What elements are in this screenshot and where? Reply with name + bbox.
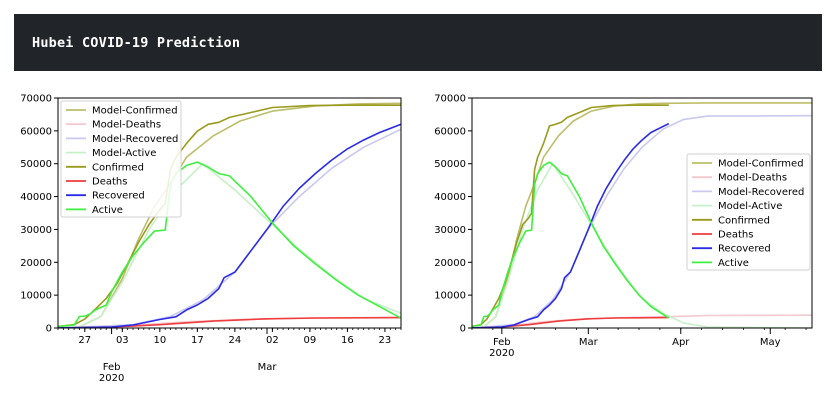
year-label: 2020 [99, 373, 124, 384]
y-tick-label: 0 [460, 324, 466, 335]
y-tick-label: 50000 [20, 159, 52, 170]
y-tick-label: 10000 [20, 291, 52, 302]
legend-entry: Confirmed [92, 162, 144, 173]
y-tick-label: 60000 [434, 126, 466, 137]
x-tick-label: 23 [379, 335, 392, 346]
legend-entry: Model-Confirmed [92, 106, 178, 117]
year-label: 2020 [489, 348, 514, 359]
x-tick-label: 16 [341, 335, 354, 346]
y-tick-label: 40000 [20, 192, 52, 203]
legend-entry: Deaths [718, 230, 753, 241]
legend-entry: Model-Recovered [92, 134, 178, 145]
x-tick-label: 24 [228, 335, 241, 346]
x-tick-label: 09 [304, 335, 317, 346]
y-tick-label: 70000 [20, 94, 52, 105]
chart-left: 0 10000 20000 30000 40000 50000 60000 70000 27 03… [20, 94, 402, 384]
chart-right: 0 10000 20000 30000 40000 50000 60000 70000 Feb2… [434, 94, 813, 359]
series-line-recovered [58, 123, 401, 328]
x-tick-label: 17 [191, 335, 204, 346]
y-tick-label: 20000 [434, 258, 466, 269]
legend-entry: Model-Confirmed [718, 159, 804, 170]
legend-entry: Model-Active [92, 148, 156, 159]
legend-entry: Model-Recovered [718, 187, 804, 198]
month-label: Apr [672, 337, 690, 348]
month-label: May [760, 337, 781, 348]
x-tick-label: 27 [78, 335, 91, 346]
legend [686, 153, 811, 271]
y-tick-label: 10000 [434, 291, 466, 302]
y-tick-label: 60000 [20, 126, 52, 137]
legend-entry: Deaths [92, 177, 127, 188]
y-tick-label: 40000 [434, 192, 466, 203]
plot-frame [57, 97, 402, 329]
y-tick-label: 0 [46, 324, 52, 335]
legend-entry: Model-Active [718, 201, 782, 212]
legend-entry: Model-Deaths [92, 120, 161, 131]
plot-frame [471, 97, 813, 329]
month-label: Feb [103, 362, 121, 373]
legend-entry: Recovered [92, 191, 145, 202]
x-tick-label: 03 [116, 335, 129, 346]
y-tick-label: 30000 [20, 225, 52, 236]
y-tick-label: 30000 [434, 225, 466, 236]
month-label: Mar [579, 337, 599, 348]
series-line-recovered [472, 122, 670, 328]
month-label: Mar [258, 362, 278, 373]
y-tick-label: 70000 [434, 94, 466, 105]
series-line-confirmed [472, 104, 669, 328]
legend-entry: Confirmed [718, 215, 770, 226]
legend-entry: Active [718, 258, 749, 269]
month-label: Feb [493, 337, 511, 348]
x-tick-label: 02 [266, 335, 279, 346]
series-line-model-active [472, 162, 812, 328]
x-tick-label: 10 [153, 335, 166, 346]
legend [60, 100, 182, 218]
legend-entry: Model-Deaths [718, 173, 787, 184]
y-tick-label: 50000 [434, 159, 466, 170]
series-line-model-recovered [472, 114, 812, 328]
y-tick-label: 20000 [20, 258, 52, 269]
header-bar: Hubei COVID-19 Prediction [14, 14, 822, 71]
series-line-active [472, 161, 670, 328]
page-title: Hubei COVID-19 Prediction [32, 35, 241, 51]
legend-entry: Recovered [718, 244, 771, 255]
legend-entry: Active [92, 205, 123, 216]
